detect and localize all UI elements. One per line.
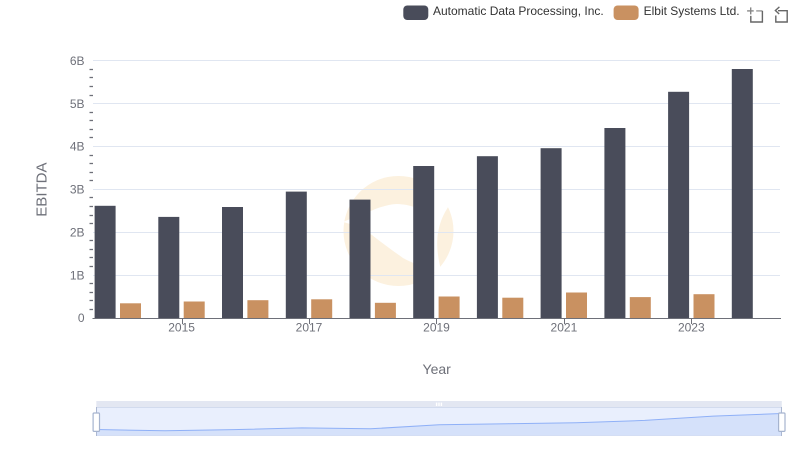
svg-text:2015: 2015: [168, 320, 195, 334]
svg-text:5B: 5B: [70, 97, 85, 111]
svg-text:3B: 3B: [70, 183, 85, 197]
svg-text:2017: 2017: [296, 320, 323, 334]
svg-text:4B: 4B: [70, 140, 85, 154]
svg-text:6B: 6B: [70, 54, 85, 68]
svg-text:2B: 2B: [70, 225, 85, 239]
svg-text:2021: 2021: [551, 320, 578, 334]
svg-text:EBITDA: EBITDA: [33, 163, 50, 217]
svg-text:2019: 2019: [423, 320, 450, 334]
svg-text:Elbit Systems Ltd.: Elbit Systems Ltd.: [644, 4, 740, 18]
svg-text:Year: Year: [423, 361, 452, 377]
svg-text:Automatic Data Processing, Inc: Automatic Data Processing, Inc.: [433, 4, 604, 18]
svg-text:0: 0: [78, 311, 85, 325]
svg-text:1B: 1B: [70, 268, 85, 282]
svg-text:2023: 2023: [678, 320, 705, 334]
